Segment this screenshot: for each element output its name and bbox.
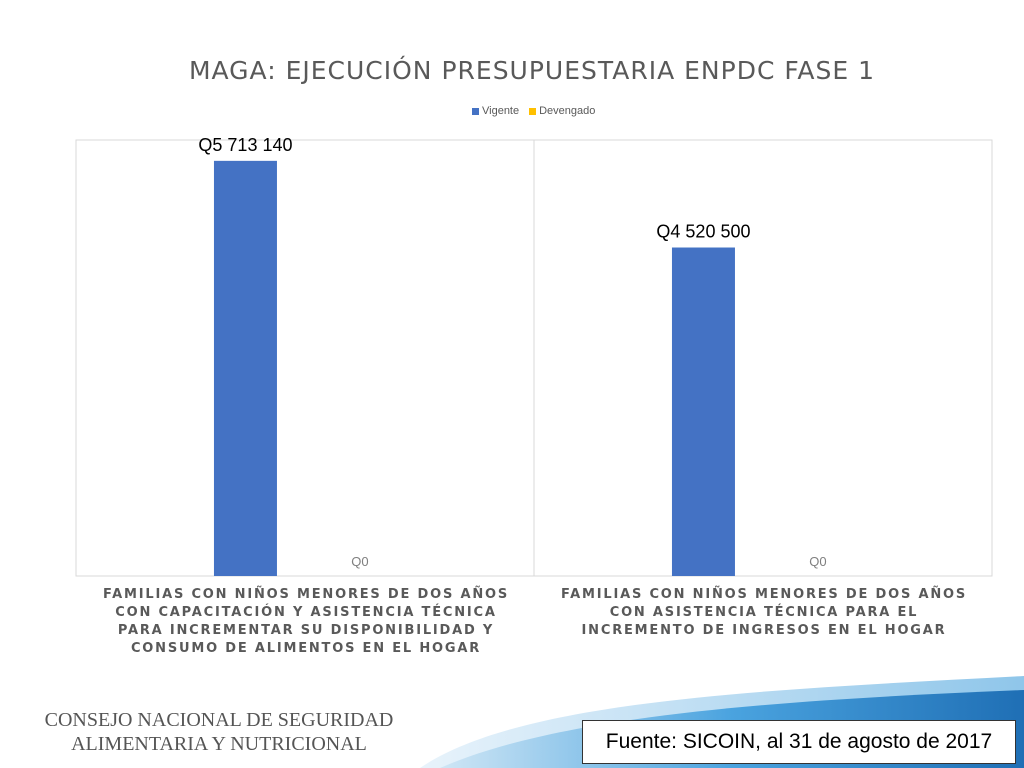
- org-name-line2: ALIMENTARIA Y NUTRICIONAL: [71, 733, 367, 755]
- org-name-line1: CONSEJO NACIONAL DE SEGURIDAD: [44, 709, 394, 731]
- org-name: CONSEJO NACIONAL DE SEGURIDAD ALIMENTARI…: [34, 708, 404, 756]
- data-label-vigente-1: Q5 713 140: [198, 135, 292, 155]
- chart-legend: Vigente Devengado: [472, 104, 595, 118]
- legend-item-vigente: Vigente: [472, 105, 519, 117]
- data-label-devengado-2: Q0: [809, 554, 826, 569]
- source-note: Fuente: SICOIN, al 31 de agosto de 2017: [582, 720, 1016, 764]
- data-label-vigente-2: Q4 520 500: [656, 222, 750, 242]
- data-label-devengado-1: Q0: [351, 554, 368, 569]
- legend-label-vigente: Vigente: [482, 105, 520, 117]
- legend-swatch-devengado: [529, 107, 537, 115]
- category-label-2: FAMILIAS CON NIÑOS MENORES DE DOS AÑOS C…: [560, 587, 968, 638]
- legend-label-devengado: Devengado: [539, 105, 596, 117]
- category-label-1: FAMILIAS CON NIÑOS MENORES DE DOS AÑOS C…: [102, 587, 510, 656]
- legend-item-devengado: Devengado: [529, 105, 595, 117]
- bars-layer: Q5 713 140 Q0 Q4 520 500 Q0: [198, 135, 827, 577]
- bar-vigente-2: [671, 247, 735, 577]
- chart-title: MAGA: EJECUCIÓN PRESUPUESTARIA ENPDC FAS…: [188, 56, 876, 85]
- legend-swatch-vigente: [472, 107, 479, 115]
- bar-vigente-1: [213, 160, 277, 576]
